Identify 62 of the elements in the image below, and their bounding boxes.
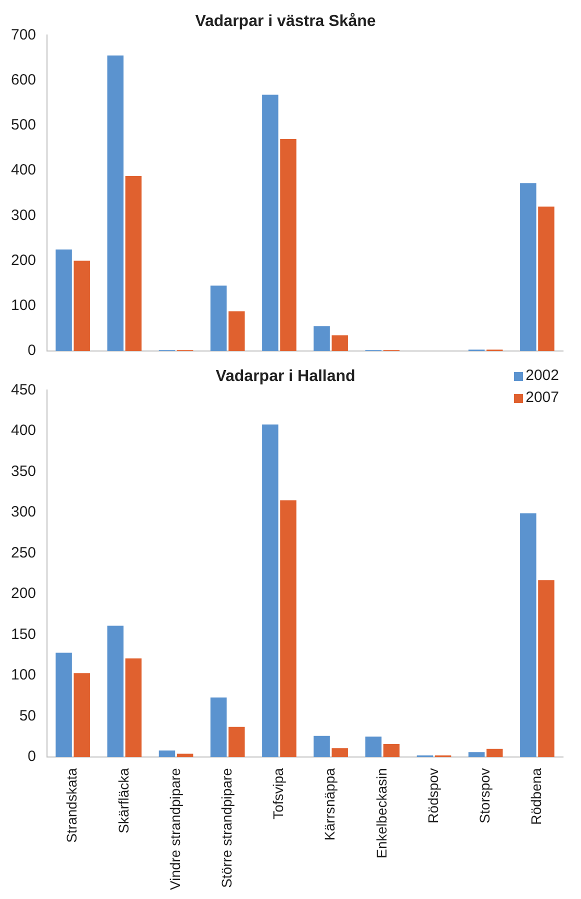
x-tick-label: Kärrsnäppa bbox=[322, 768, 338, 840]
y-tick-label: 600 bbox=[10, 71, 36, 88]
chart-title: Vadarpar i Halland bbox=[216, 368, 356, 386]
legend-label: 2007 bbox=[526, 388, 559, 408]
bar bbox=[74, 673, 90, 758]
bar bbox=[107, 626, 124, 758]
bar bbox=[262, 424, 278, 758]
y-tick-label: 250 bbox=[10, 544, 36, 562]
x-tick-label: Strandskata bbox=[64, 768, 80, 843]
bar bbox=[520, 513, 536, 758]
bar bbox=[314, 736, 330, 758]
x-tick-label: Vindre strandpipare bbox=[166, 768, 183, 890]
bar bbox=[262, 94, 278, 351]
x-tick-label: Tofsvipa bbox=[270, 768, 286, 820]
x-tick-label: Skärfläcka bbox=[115, 768, 132, 834]
y-tick-label: 0 bbox=[28, 748, 36, 766]
x-tick-label: Rödspov bbox=[424, 768, 441, 824]
y-tick-label: 400 bbox=[10, 162, 36, 179]
bar bbox=[468, 752, 485, 758]
y-tick-label: 350 bbox=[10, 462, 36, 480]
bar bbox=[158, 750, 176, 758]
legend-label: 2002 bbox=[526, 366, 559, 386]
bar bbox=[365, 736, 382, 758]
y-tick-label: 50 bbox=[19, 707, 36, 724]
bar bbox=[280, 138, 296, 351]
y-tick-label: 150 bbox=[10, 626, 36, 643]
y-tick-label: 200 bbox=[10, 252, 36, 269]
x-tick-label: Större strandpipare bbox=[218, 768, 234, 888]
chart-title: Vadarpar i västra Skåne bbox=[195, 12, 376, 30]
bar bbox=[56, 249, 72, 351]
x-tick-label: Enkelbeckasin bbox=[373, 768, 390, 858]
y-tick-label: 300 bbox=[10, 504, 36, 521]
bar bbox=[74, 260, 90, 351]
bar bbox=[210, 286, 227, 351]
y-tick-label: 0 bbox=[28, 342, 36, 360]
y-tick-label: 400 bbox=[10, 422, 36, 440]
bar bbox=[538, 206, 554, 351]
bar bbox=[520, 183, 536, 351]
bar bbox=[125, 658, 142, 758]
bar bbox=[486, 748, 503, 758]
bar bbox=[56, 652, 72, 758]
x-tick-label: Rödbena bbox=[528, 768, 544, 825]
bar bbox=[176, 754, 194, 758]
bar bbox=[383, 744, 400, 758]
y-tick-label: 450 bbox=[10, 381, 36, 398]
bar bbox=[107, 56, 124, 351]
bar bbox=[125, 176, 142, 351]
bar bbox=[210, 698, 227, 758]
y-tick-label: 700 bbox=[10, 26, 36, 44]
y-tick-label: 200 bbox=[10, 585, 36, 602]
y-tick-label: 500 bbox=[10, 116, 36, 134]
bar bbox=[538, 580, 554, 758]
y-tick-label: 300 bbox=[10, 206, 36, 224]
y-tick-label: 100 bbox=[10, 297, 36, 314]
bar bbox=[332, 748, 348, 758]
bar bbox=[332, 335, 348, 351]
bar bbox=[280, 500, 296, 758]
bar bbox=[228, 726, 245, 758]
y-tick-label: 100 bbox=[10, 666, 36, 684]
bar bbox=[314, 326, 330, 351]
bar bbox=[228, 311, 245, 351]
x-tick-label: Storspov bbox=[476, 768, 492, 824]
